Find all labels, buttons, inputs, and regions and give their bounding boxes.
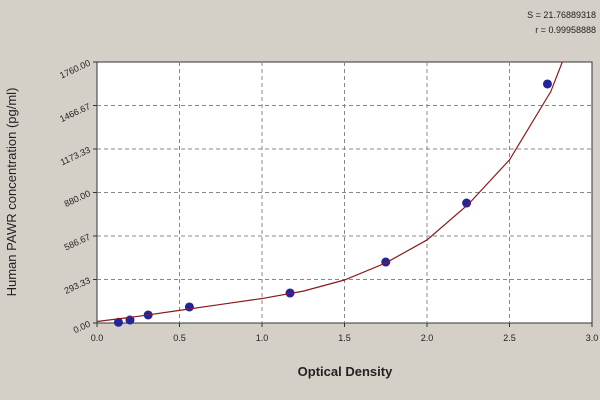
x-tick-label: 0.0 — [91, 333, 104, 343]
x-tick-label: 1.0 — [256, 333, 269, 343]
x-tick-label: 1.5 — [338, 333, 351, 343]
data-point — [542, 79, 552, 89]
data-point — [113, 317, 123, 327]
data-point — [381, 257, 391, 267]
annotation: S = 21.76889318 — [527, 10, 596, 20]
x-tick-label: 0.5 — [173, 333, 186, 343]
data-point — [184, 302, 194, 312]
data-point — [462, 198, 472, 208]
y-axis-label: Human PAWR concentration (pg/ml) — [4, 88, 19, 297]
x-axis-label: Optical Density — [298, 364, 393, 379]
x-tick-label: 2.0 — [421, 333, 434, 343]
annotation: r = 0.99958888 — [535, 25, 596, 35]
x-tick-label: 2.5 — [503, 333, 516, 343]
x-tick-label: 3.0 — [586, 333, 599, 343]
fit-curve — [96, 61, 563, 323]
